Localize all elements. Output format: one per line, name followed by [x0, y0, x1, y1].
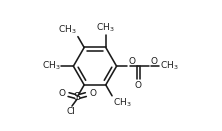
Text: S: S [74, 92, 81, 102]
Text: Cl: Cl [67, 107, 76, 116]
Text: CH$_3$: CH$_3$ [160, 60, 178, 72]
Text: O: O [89, 89, 96, 98]
Text: CH$_3$: CH$_3$ [113, 96, 131, 109]
Text: O: O [128, 57, 135, 66]
Text: O: O [135, 81, 142, 90]
Text: O: O [150, 57, 157, 66]
Text: CH$_3$: CH$_3$ [42, 60, 60, 72]
Text: O: O [58, 89, 65, 98]
Text: CH$_3$: CH$_3$ [58, 24, 77, 36]
Text: CH$_3$: CH$_3$ [97, 22, 115, 34]
